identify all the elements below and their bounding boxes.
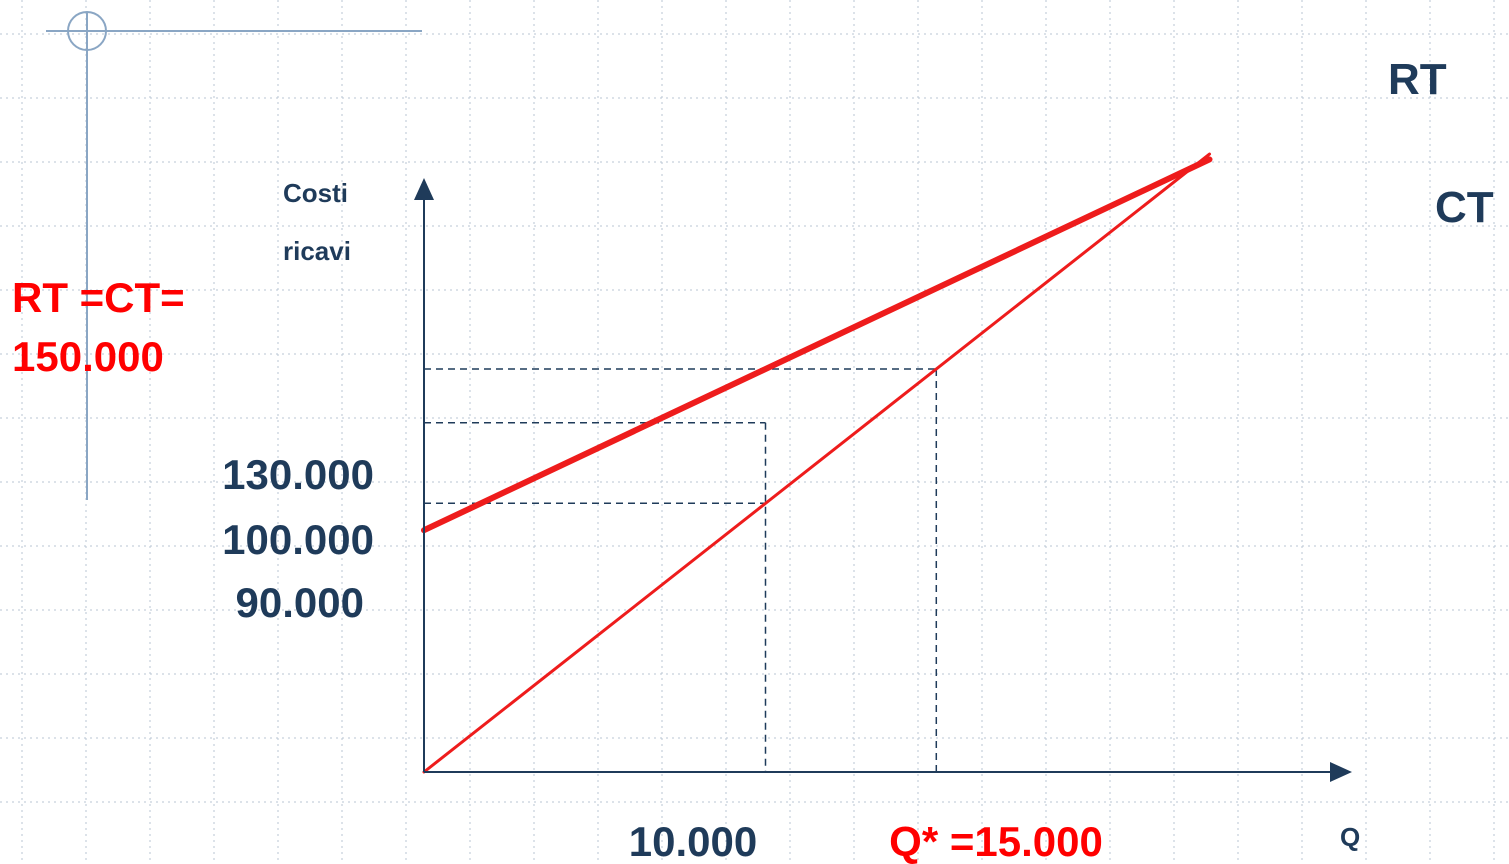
series-line-rt (422, 152, 1211, 774)
x-axis-arrow (1330, 762, 1352, 782)
guide-lines (424, 368, 938, 772)
series-line-ct (421, 156, 1213, 534)
series-label-rt: RT (1388, 55, 1447, 104)
y-axis-label-line1: Costi (283, 178, 348, 208)
x-axis-label: Q (1340, 822, 1360, 852)
y-axis-arrow (414, 178, 434, 200)
break-even-annotation-line1: RT =CT= (12, 274, 185, 321)
y-tick-label: 130.000 (222, 451, 374, 498)
slide-ornament (46, 11, 422, 500)
y-tick-label: 100.000 (222, 516, 374, 563)
q-star-annotation: Q* =15.000 (889, 818, 1103, 864)
series-group (421, 152, 1213, 774)
series-label-ct: CT (1435, 183, 1494, 232)
y-tick-label: 90.000 (236, 579, 364, 626)
x-tick-label: 10.000 (629, 818, 757, 864)
break-even-annotation-line2: 150.000 (12, 333, 164, 380)
chart-axes (414, 178, 1352, 782)
y-axis-label-line2: ricavi (283, 236, 351, 266)
